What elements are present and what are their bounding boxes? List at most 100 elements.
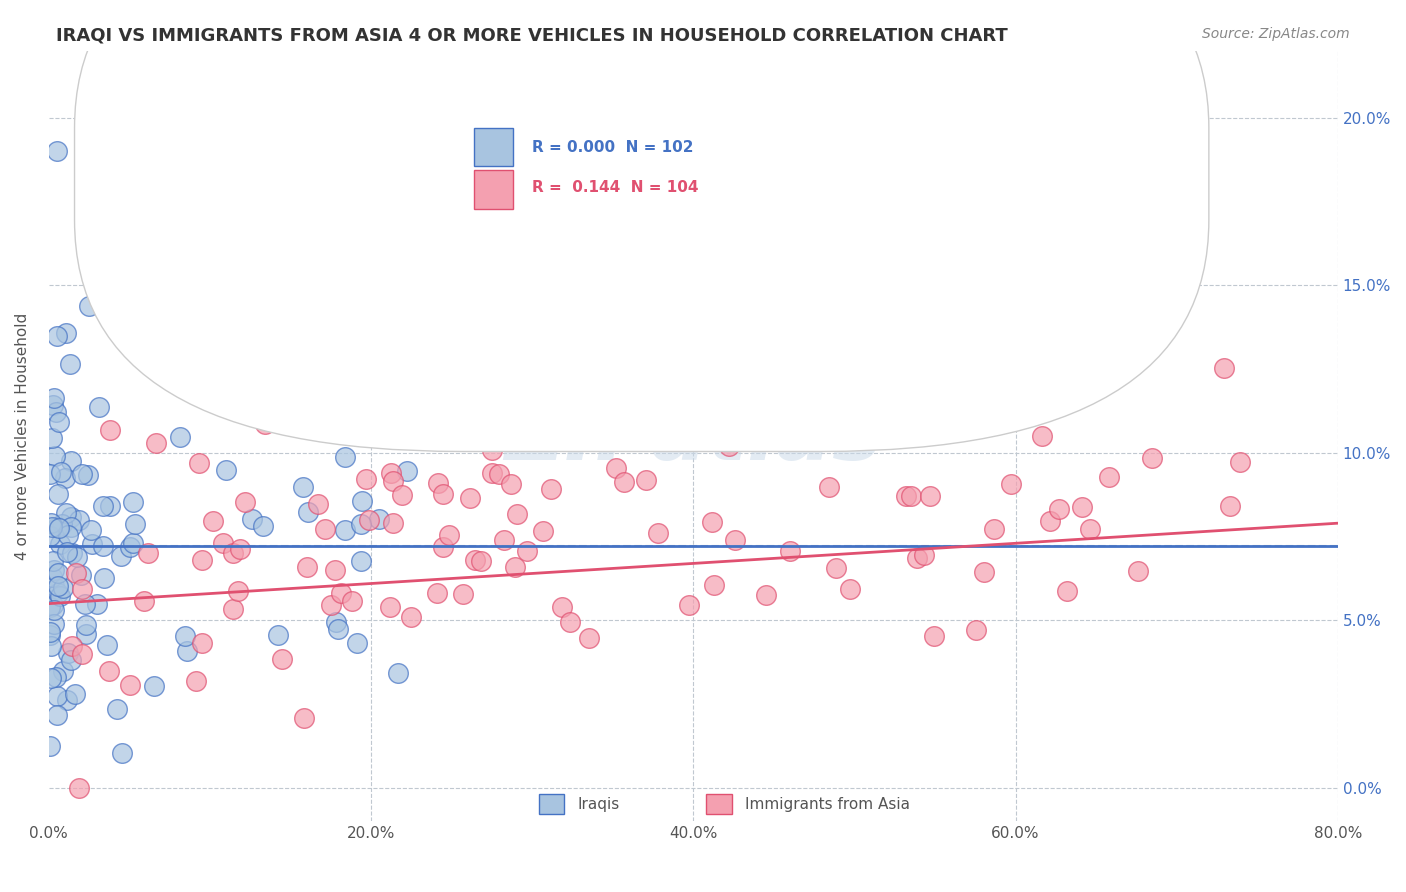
- Point: [307, 497, 329, 511]
- Point: [634, 473, 657, 487]
- Point: [922, 629, 945, 643]
- Point: [39, 516, 62, 530]
- Bar: [474, 128, 513, 166]
- Point: [39, 625, 62, 640]
- Point: [900, 489, 922, 503]
- Point: [136, 546, 159, 560]
- Point: [350, 554, 373, 568]
- Point: [69, 568, 91, 582]
- Point: [42, 398, 65, 412]
- Point: [59, 357, 82, 371]
- Point: [613, 475, 636, 489]
- Point: [63, 687, 86, 701]
- Point: [120, 541, 142, 555]
- Point: [169, 430, 191, 444]
- FancyBboxPatch shape: [75, 0, 1209, 451]
- Point: [920, 489, 942, 503]
- Point: [267, 628, 290, 642]
- Point: [1070, 500, 1092, 515]
- Point: [49, 537, 72, 551]
- Point: [1031, 429, 1053, 443]
- Point: [333, 523, 356, 537]
- Point: [41, 570, 63, 584]
- Text: ZIPatlas: ZIPatlas: [505, 395, 882, 476]
- Point: [458, 491, 481, 505]
- Point: [91, 540, 114, 554]
- Point: [60, 546, 83, 560]
- Point: [42, 391, 65, 405]
- Point: [350, 516, 373, 531]
- Point: [350, 494, 373, 508]
- Point: [60, 520, 83, 534]
- Point: [122, 495, 145, 509]
- Bar: [538, 795, 564, 814]
- Point: [426, 586, 449, 600]
- Point: [45, 145, 67, 159]
- Point: [391, 488, 413, 502]
- Point: [367, 511, 389, 525]
- Point: [98, 499, 121, 513]
- Point: [211, 535, 233, 549]
- Point: [323, 563, 346, 577]
- Point: [44, 449, 66, 463]
- Point: [41, 520, 63, 534]
- Point: [56, 646, 79, 660]
- Point: [214, 463, 236, 477]
- Point: [184, 674, 207, 689]
- Point: [439, 528, 461, 542]
- Point: [779, 543, 801, 558]
- Point: [578, 631, 600, 645]
- Point: [46, 586, 69, 600]
- Point: [44, 563, 66, 577]
- Point: [271, 652, 294, 666]
- Point: [46, 520, 69, 534]
- Point: [120, 678, 142, 692]
- Point: [39, 671, 62, 685]
- Point: [647, 526, 669, 541]
- Point: [1047, 501, 1070, 516]
- Point: [39, 599, 62, 614]
- Point: [91, 499, 114, 513]
- Point: [86, 597, 108, 611]
- Text: R = 0.000  N = 102: R = 0.000 N = 102: [531, 139, 693, 154]
- Point: [67, 513, 90, 527]
- Point: [288, 368, 311, 383]
- Point: [453, 587, 475, 601]
- Point: [451, 430, 474, 444]
- Point: [233, 495, 256, 509]
- Point: [49, 465, 72, 479]
- Point: [56, 528, 79, 542]
- Point: [59, 510, 82, 524]
- Point: [67, 780, 90, 795]
- Point: [73, 597, 96, 611]
- Point: [65, 549, 87, 564]
- Point: [70, 467, 93, 482]
- Point: [42, 599, 65, 613]
- Point: [396, 464, 419, 478]
- Point: [839, 582, 862, 596]
- Bar: [474, 170, 513, 209]
- Point: [59, 653, 82, 667]
- Point: [55, 506, 77, 520]
- Point: [49, 589, 72, 603]
- Point: [896, 489, 918, 503]
- Point: [52, 581, 75, 595]
- Point: [110, 746, 132, 760]
- Point: [291, 480, 314, 494]
- Point: [55, 326, 77, 340]
- Point: [550, 599, 572, 614]
- Point: [96, 638, 118, 652]
- Point: [89, 401, 111, 415]
- Point: [481, 467, 503, 481]
- Point: [381, 516, 404, 530]
- Point: [39, 467, 62, 481]
- Text: R =  0.144  N = 104: R = 0.144 N = 104: [531, 180, 699, 195]
- Point: [240, 512, 263, 526]
- Point: [80, 536, 103, 550]
- Point: [132, 594, 155, 608]
- Point: [426, 476, 449, 491]
- Point: [817, 480, 839, 494]
- Point: [48, 415, 70, 429]
- Point: [222, 602, 245, 616]
- Point: [432, 487, 454, 501]
